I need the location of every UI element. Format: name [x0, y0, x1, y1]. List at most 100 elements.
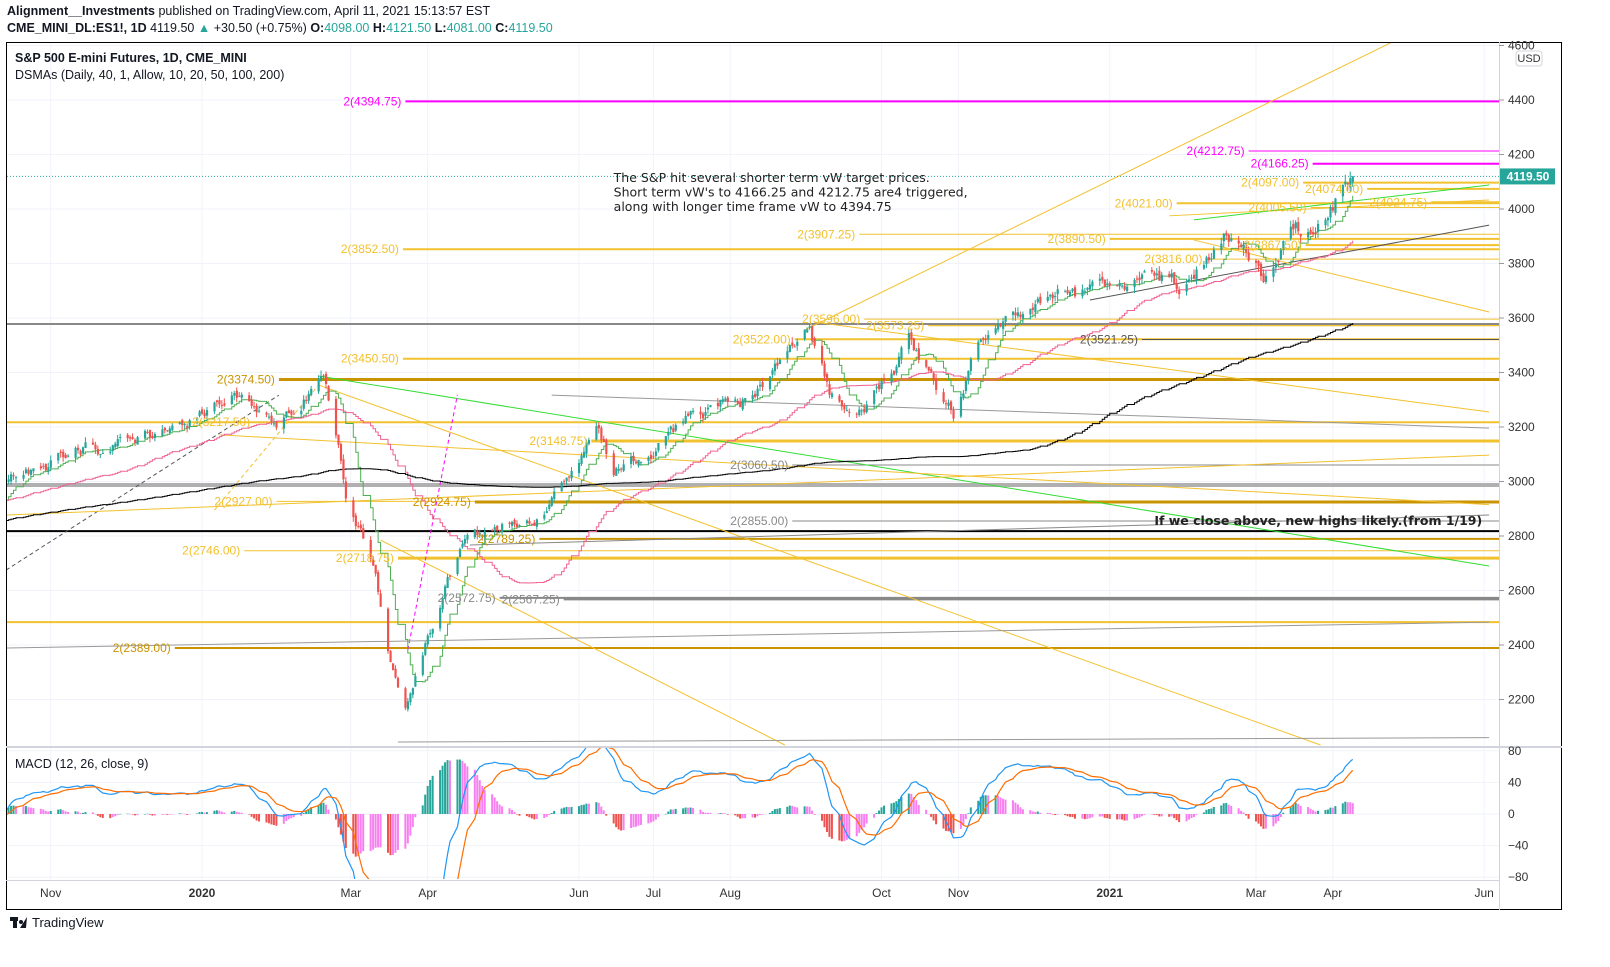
trend-line: [7, 621, 1490, 649]
candle: [91, 442, 95, 445]
price-axis[interactable]: 4600 4400 4200 4000 3800 3600 3400 3200 3000 2800…: [1499, 39, 1535, 707]
candle: [1240, 244, 1243, 247]
macd-histogram-bar: [116, 814, 119, 815]
macd-legend[interactable]: MACD (12, 26, close, 9): [15, 757, 148, 771]
candle: [337, 434, 340, 445]
macd-histogram-bar: [630, 814, 633, 828]
candle: [456, 557, 459, 574]
last-price: 4119.50: [150, 21, 195, 35]
macd-histogram-bar: [1064, 814, 1067, 816]
tradingview-brand[interactable]: TradingView: [32, 915, 104, 930]
macd-histogram-bar: [248, 814, 251, 815]
time-tick-label: Jun: [1474, 886, 1493, 900]
time-tick-label: Mar: [1246, 886, 1267, 900]
macd-histogram-bar: [759, 814, 761, 815]
dsma-50-line: [7, 240, 1354, 584]
candle: [709, 405, 712, 408]
candle: [647, 457, 650, 462]
candle: [617, 468, 620, 471]
candle: [230, 395, 233, 405]
candle: [84, 442, 87, 449]
macd-histogram-bar: [982, 795, 985, 814]
candle: [27, 469, 30, 474]
macd-histogram-bar: [379, 814, 382, 848]
candle: [759, 384, 762, 387]
candle: [391, 663, 395, 670]
macd-histogram-bar: [1101, 814, 1104, 817]
macd-histogram-bar: [776, 808, 779, 814]
candle: [267, 416, 271, 418]
candle: [796, 341, 799, 346]
candle: [1106, 283, 1109, 286]
candle: [272, 423, 276, 425]
macd-histogram-bar: [374, 814, 377, 848]
candle: [560, 482, 563, 492]
macd-histogram-bar: [1237, 808, 1240, 814]
candle: [1210, 258, 1213, 260]
candle: [806, 329, 809, 333]
candle: [692, 410, 695, 413]
macd-histogram-bar: [768, 812, 771, 814]
macd-histogram-bar: [657, 814, 660, 817]
macd-axis[interactable]: 80 40 0 −40 −80: [1508, 744, 1529, 884]
macd-histogram-bar: [310, 807, 313, 814]
candle: [1294, 222, 1297, 229]
macd-histogram-bar: [654, 814, 657, 820]
macd-histogram-bar: [719, 813, 722, 814]
currency-label: USD: [1517, 53, 1540, 65]
candle: [667, 431, 670, 436]
candle: [987, 334, 990, 340]
macd-histogram-bar: [533, 814, 536, 820]
macd-histogram-bar: [687, 807, 690, 814]
candle: [962, 393, 965, 399]
candle: [865, 404, 868, 413]
candle: [129, 437, 132, 439]
candle: [1004, 316, 1007, 322]
candle: [706, 407, 710, 410]
price-pane[interactable]: 2(4394.75) 2(4212.75) 2(4166.25) 2(4097.00)…: [5, 42, 1499, 746]
indicator-legend[interactable]: DSMAs (Daily, 40, 1, Allow, 10, 20, 50, …: [15, 68, 284, 82]
macd-histogram-bar: [272, 814, 275, 826]
macd-histogram-bar: [327, 809, 330, 814]
candle: [1272, 267, 1275, 277]
candle: [825, 374, 829, 382]
macd-histogram-bar: [823, 814, 826, 828]
level-label: 2(2927.00): [214, 494, 272, 508]
level-label: 2(4021.00): [1115, 196, 1173, 210]
macd-signal-line: [7, 748, 1354, 879]
candle: [1121, 285, 1124, 287]
candle: [62, 451, 65, 458]
macd-histogram-bar: [1297, 803, 1300, 814]
macd-histogram-bar: [409, 814, 412, 836]
macd-histogram-bar: [114, 814, 117, 817]
macd-histogram-bar: [892, 802, 895, 814]
macd-histogram-bar: [57, 809, 60, 814]
time-tick-label: Nov: [40, 886, 61, 900]
candle: [969, 358, 972, 372]
macd-histogram-bar: [126, 813, 129, 815]
macd-histogram-bar: [612, 814, 615, 824]
candle: [843, 405, 846, 410]
macd-histogram-bar: [387, 814, 389, 853]
time-axis[interactable]: Nov 2020 Mar Apr Jun Jul Aug Oct Nov 2021 Mar Apr Ju…: [40, 886, 1494, 900]
macd-histogram-bar: [129, 813, 132, 815]
macd-histogram-bar: [99, 814, 102, 818]
candle: [389, 650, 392, 663]
macd-histogram-bar: [111, 814, 114, 818]
annotation-note-line: The S&P hit several shorter term vW targ…: [613, 170, 930, 185]
macd-histogram-bar: [322, 802, 325, 814]
macd-histogram-bar: [1188, 814, 1191, 820]
candle: [290, 410, 293, 415]
macd-pane[interactable]: [5, 738, 1354, 967]
candle: [1175, 283, 1178, 289]
annotation-note-line: Short term vW's to 4166.25 and 4212.75 a…: [614, 184, 968, 199]
candle: [96, 449, 100, 455]
candle: [478, 533, 481, 535]
candle: [1237, 240, 1240, 244]
macd-histogram-bar: [771, 810, 774, 814]
macd-histogram-bar: [235, 811, 238, 814]
currency-badge[interactable]: USD: [1515, 50, 1543, 67]
publisher-name[interactable]: Alignment__Investments: [7, 4, 155, 18]
macd-histogram-bar: [873, 814, 876, 818]
